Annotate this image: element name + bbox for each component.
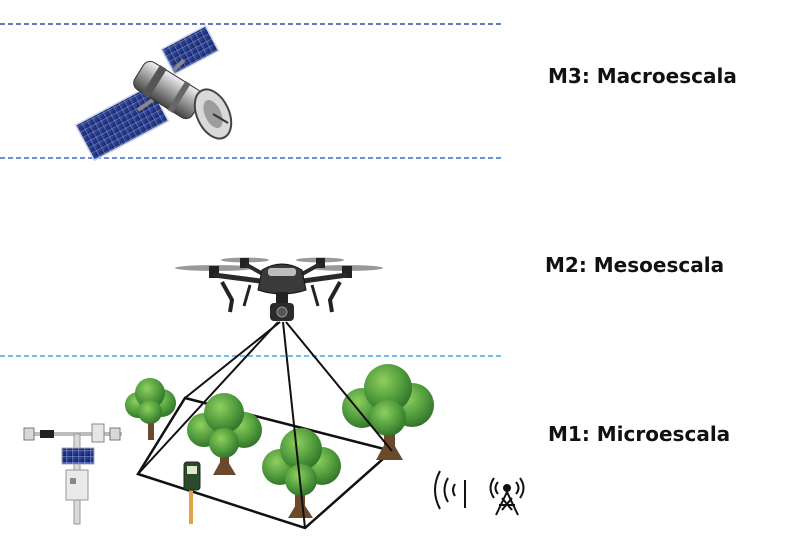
drone-icon	[175, 257, 383, 321]
radio-tower-icon	[489, 477, 525, 516]
satellite-icon	[74, 24, 233, 162]
mesoscale-label: M2: Mesoescala	[545, 253, 725, 277]
tree-icon	[125, 378, 176, 440]
tree-icon	[187, 393, 262, 475]
wireless-signal-icon	[434, 470, 466, 510]
macroscale-label: M3: Macroescala	[548, 64, 737, 88]
microscale-label: M1: Microescala	[548, 422, 731, 446]
weather-station-icon	[23, 423, 122, 525]
drone-footprint-lines	[137, 321, 393, 529]
tree-icon	[262, 428, 341, 518]
soil-sensor-icon	[183, 461, 201, 524]
